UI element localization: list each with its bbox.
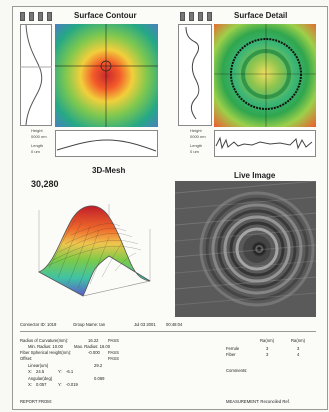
detail-height-unit: 0000 nm	[190, 134, 206, 139]
max-radius: Max. Radius: 16.00	[74, 344, 111, 349]
marker-icon	[20, 12, 25, 21]
mesh-plot	[20, 188, 165, 306]
contour-controls	[20, 12, 52, 21]
detail-controls	[180, 12, 212, 21]
y2-value: -0.019	[66, 382, 78, 387]
angular-value: 0.069	[94, 376, 105, 381]
ferrule-v2: 3	[297, 346, 300, 351]
ferrule-v1: 3	[266, 346, 269, 351]
group-name: Group Name: tan	[73, 322, 106, 327]
radius-status: PASS	[108, 338, 119, 343]
report-from: REPORT FROM:	[20, 399, 52, 404]
col1-head: Ra(nm)	[260, 338, 274, 343]
height-unit: 0000 nm	[31, 134, 47, 139]
fiber-value: -0.000	[88, 350, 100, 355]
col2-head: Ra(nm)	[291, 338, 305, 343]
fiber-table-label: Fiber	[226, 352, 236, 357]
min-radius: Min. Radius: 10.00	[28, 344, 63, 349]
live-image	[175, 181, 316, 317]
ferrule-label: Ferrule	[226, 346, 240, 351]
offset-status: PASS	[108, 356, 119, 361]
report-time: 00:48:04	[166, 322, 183, 327]
linear-label: Linear(um)	[28, 363, 49, 368]
contour-side-profile	[20, 24, 52, 126]
x-label: X:	[28, 369, 32, 374]
detail-height-label: Height	[190, 128, 202, 133]
marker-icon	[189, 12, 194, 21]
surface-detail-map	[214, 24, 316, 127]
y2-label: Y:	[58, 382, 62, 387]
marker-icon	[198, 12, 203, 21]
report-date: Jul 03 2001	[134, 322, 156, 327]
connector-id: Connector ID: 1019	[20, 322, 57, 327]
detail-bottom-profile	[214, 130, 316, 157]
fiber-v2: 4	[297, 352, 300, 357]
marker-icon	[29, 12, 34, 21]
mesh-value: 30,280	[31, 179, 59, 189]
linear-value: 29.2	[94, 363, 103, 368]
x-value: 24.5	[36, 369, 45, 374]
marker-icon	[38, 12, 43, 21]
comments-label: Comments:	[226, 368, 248, 373]
divider	[20, 331, 316, 332]
y-value: -6.1	[66, 369, 74, 374]
fiber-status: PASS	[108, 350, 119, 355]
surface-contour-map	[55, 24, 158, 127]
length-unit: 0 um	[31, 149, 40, 154]
marker-icon	[180, 12, 185, 21]
angular-label: Angular(deg)	[28, 376, 53, 381]
offset-label: Offset:	[20, 356, 33, 361]
measurement-label: MEASUREMENT: Reconciled Ref.	[226, 399, 290, 404]
y-label: Y:	[58, 369, 62, 374]
radius-label: Radius of Curvature(mm):	[20, 338, 69, 343]
detail-side-profile	[178, 24, 212, 126]
length-label: Length	[31, 143, 44, 148]
fiber-v1: 3	[266, 352, 269, 357]
marker-icon	[47, 12, 52, 21]
surface-detail-title: Surface Detail	[234, 11, 288, 20]
marker-icon	[207, 12, 212, 21]
live-image-title: Live Image	[234, 171, 276, 180]
detail-length-unit: 0 um	[190, 149, 199, 154]
detail-length-label: Length	[190, 143, 203, 148]
height-label: Height	[31, 128, 43, 133]
mesh-title: 3D-Mesh	[92, 166, 126, 175]
x2-value: 0.057	[36, 382, 47, 387]
radius-value: 16.22	[88, 338, 99, 343]
fiber-label: Fiber Spherical Height(nm):	[20, 350, 72, 355]
contour-bottom-profile	[55, 130, 158, 157]
surface-contour-title: Surface Contour	[74, 11, 137, 20]
x2-label: X:	[28, 382, 32, 387]
